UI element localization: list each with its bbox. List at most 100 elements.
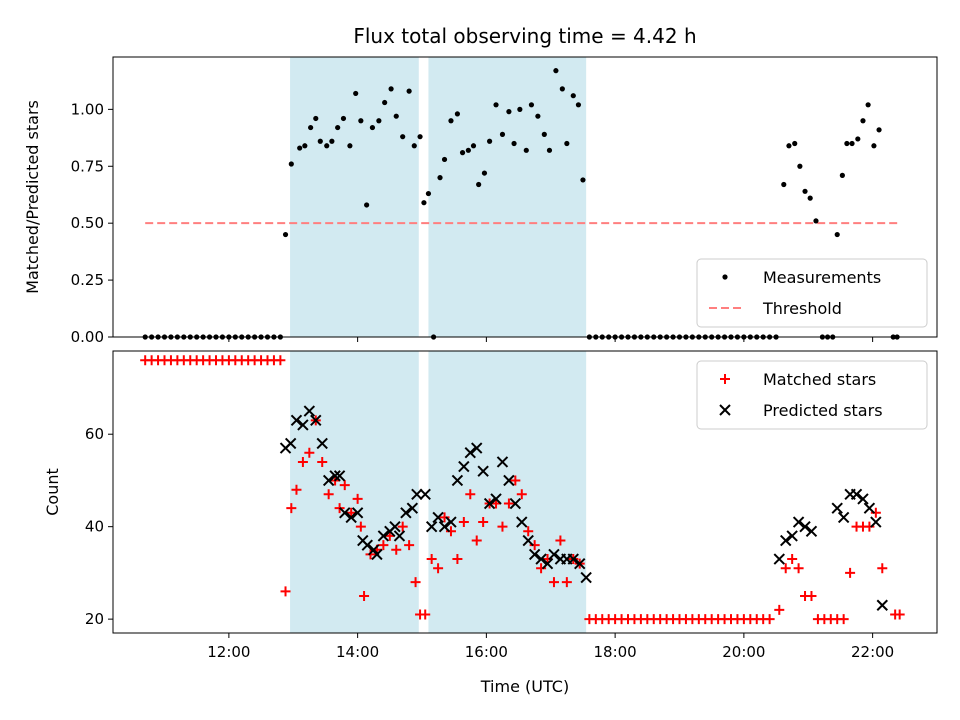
data-point — [454, 111, 461, 117]
data-point — [536, 563, 547, 574]
data-point — [417, 134, 423, 140]
data-point — [837, 511, 850, 524]
data-point — [503, 474, 515, 487]
data-point — [481, 170, 488, 176]
data-point — [781, 181, 787, 188]
data-point — [876, 599, 888, 611]
series-predicted-stars — [279, 405, 888, 611]
legend-label: Matched stars — [763, 370, 876, 389]
data-point — [404, 540, 415, 551]
top-panel: 0.00 0.25 0.50 0.75 1.00 Matched/Predicted st… — [23, 56, 938, 346]
data-point — [411, 143, 417, 149]
data-point — [425, 190, 432, 197]
data-point — [288, 161, 294, 167]
data-point — [371, 548, 383, 561]
data-point — [304, 447, 315, 458]
data-point — [522, 534, 534, 547]
x-tick-label: 20:00 — [722, 643, 765, 661]
data-point — [310, 414, 322, 427]
data-point — [792, 140, 798, 147]
bottom-panel: 20 40 60 12:00 14:00 16:00 18:00 20:00 22:00 Coun… — [43, 350, 938, 661]
axes-frame — [112, 350, 938, 634]
data-point — [535, 113, 541, 119]
shaded-interval — [290, 351, 419, 633]
data-point — [553, 68, 559, 74]
data-point — [559, 86, 565, 92]
data-point — [355, 521, 366, 532]
data-point — [419, 488, 431, 501]
data-point — [426, 554, 437, 565]
data-point — [378, 540, 389, 551]
data-point — [471, 442, 483, 454]
data-point — [322, 474, 335, 487]
data-point — [865, 102, 871, 108]
data-point — [406, 502, 419, 514]
data-point — [516, 489, 527, 500]
data-point — [529, 540, 540, 551]
legend-label: Measurements — [763, 268, 881, 287]
data-point — [580, 177, 586, 183]
x-tick-label: 22:00 — [851, 643, 894, 661]
data-point — [574, 557, 586, 570]
y-tick-label: 20 — [85, 610, 104, 628]
data-point — [555, 535, 566, 546]
data-point — [799, 520, 811, 533]
y-tick-label: 60 — [85, 425, 104, 443]
data-point — [286, 503, 297, 514]
data-point — [406, 88, 412, 94]
data-point — [831, 502, 843, 514]
data-point — [849, 140, 855, 147]
data-point — [397, 521, 408, 532]
data-point — [780, 563, 791, 574]
data-point — [787, 554, 798, 565]
data-point — [308, 124, 314, 131]
x-tick-label: 12:00 — [207, 643, 250, 661]
data-point — [410, 577, 421, 588]
data-point — [377, 530, 390, 542]
data-point — [863, 502, 876, 514]
data-point — [813, 218, 819, 224]
data-point — [838, 614, 849, 625]
data-point — [339, 480, 350, 491]
data-point — [335, 124, 341, 131]
axes-frame — [112, 56, 938, 338]
data-point — [329, 138, 335, 144]
data-point — [509, 497, 522, 510]
data-point — [497, 521, 508, 532]
data-point — [860, 118, 866, 124]
data-point — [459, 150, 466, 156]
data-point — [323, 489, 334, 500]
legend-box — [696, 258, 928, 328]
data-point — [834, 231, 840, 238]
legend-box — [696, 360, 928, 430]
legend: Measurements Threshold — [696, 258, 928, 328]
data-point — [439, 512, 450, 523]
data-point — [580, 571, 592, 584]
data-point — [329, 470, 341, 482]
x-tick-label: 18:00 — [594, 643, 637, 661]
data-point — [850, 488, 863, 501]
data-point — [570, 93, 576, 99]
data-point — [517, 106, 523, 112]
data-point — [317, 138, 323, 144]
data-point — [400, 134, 406, 140]
data-point — [490, 493, 502, 505]
data-point — [465, 147, 471, 153]
data-point — [870, 507, 881, 518]
legend-label: Predicted stars — [763, 401, 883, 420]
data-point — [528, 548, 541, 561]
data-point — [506, 109, 512, 115]
data-point — [317, 456, 328, 467]
data-point — [575, 102, 582, 108]
data-point — [340, 115, 347, 122]
data-point — [871, 143, 877, 149]
data-point — [420, 609, 431, 620]
data-point — [483, 497, 496, 510]
data-point — [806, 591, 817, 602]
data-point — [437, 175, 443, 181]
data-point — [786, 530, 798, 542]
series-matched-stars — [140, 355, 905, 625]
data-point — [425, 520, 438, 533]
data-point — [797, 163, 803, 169]
